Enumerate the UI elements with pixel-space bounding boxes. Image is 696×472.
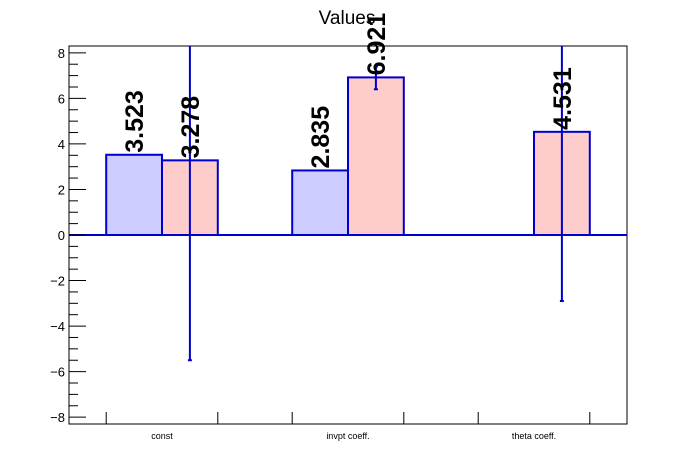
value-label-series-2-1: 6.921 bbox=[363, 13, 391, 76]
y-tick-label: −4 bbox=[50, 319, 65, 334]
bar-series-2-1 bbox=[347, 76, 405, 237]
y-tick-label: 4 bbox=[58, 137, 65, 152]
bar-series-1-0 bbox=[105, 153, 163, 236]
y-tick-label: 6 bbox=[58, 91, 65, 106]
y-tick-label: −8 bbox=[50, 410, 65, 425]
chart-title: Values bbox=[319, 8, 376, 29]
value-label-series-2-0: 3.278 bbox=[177, 96, 205, 159]
x-category-label: theta coeff. bbox=[512, 431, 556, 441]
y-tick-label: 8 bbox=[58, 46, 65, 61]
x-category-label: invpt coeff. bbox=[326, 431, 369, 441]
y-tick-label: 2 bbox=[58, 182, 65, 197]
bar-series-1-1 bbox=[291, 169, 350, 236]
value-label-series-2-2: 4.531 bbox=[549, 67, 577, 130]
value-label-series-1-0: 3.523 bbox=[121, 90, 149, 153]
value-label-series-1-1: 2.835 bbox=[307, 106, 335, 169]
x-category-label: const bbox=[151, 431, 173, 441]
y-tick-label: −2 bbox=[50, 274, 65, 289]
y-tick-label: 0 bbox=[58, 228, 65, 243]
y-tick-label: −6 bbox=[50, 365, 65, 380]
